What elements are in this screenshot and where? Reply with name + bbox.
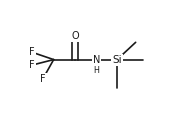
Text: F: F	[40, 74, 46, 84]
Text: H: H	[93, 65, 99, 75]
Text: O: O	[71, 31, 79, 41]
Text: F: F	[29, 47, 35, 57]
Text: F: F	[29, 60, 35, 70]
Text: Si: Si	[112, 55, 122, 65]
Text: N: N	[93, 55, 100, 65]
